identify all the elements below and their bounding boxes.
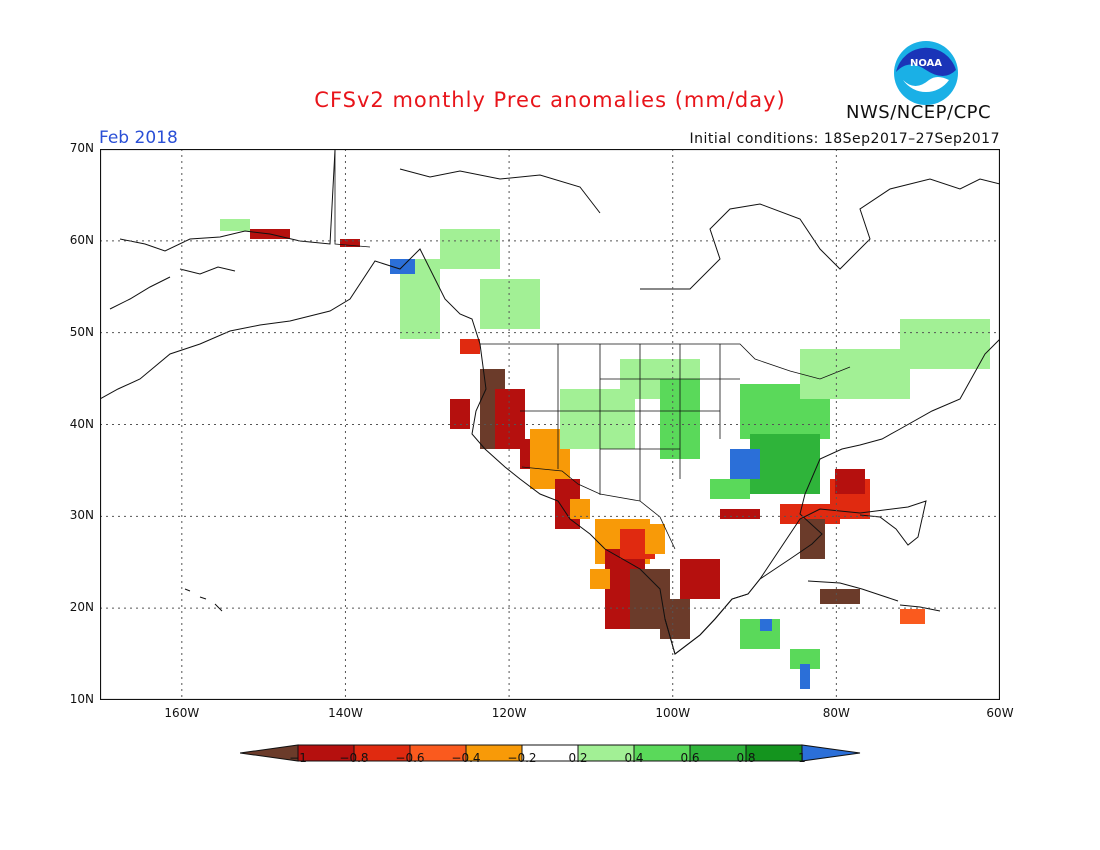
anomaly-cell xyxy=(590,569,610,589)
anomaly-cell xyxy=(800,664,810,689)
legend-label: 0.4 xyxy=(624,751,644,765)
anomaly-cell xyxy=(800,349,910,399)
lon-label: 120W xyxy=(491,706,527,720)
hispaniola xyxy=(899,604,941,612)
lat-label: 50N xyxy=(69,324,94,339)
legend-label: −0.2 xyxy=(507,751,537,765)
anomaly-cell xyxy=(680,559,720,599)
anomaly-cell xyxy=(710,479,750,499)
legend-label: 0.8 xyxy=(736,751,756,765)
legend-label: 1 xyxy=(798,751,806,765)
graticule xyxy=(100,149,1000,700)
lon-label: 80W xyxy=(822,706,850,720)
state-lines xyxy=(520,344,740,501)
anomaly-cell xyxy=(760,619,772,631)
legend-label: −0.8 xyxy=(339,751,369,765)
alaska-coast xyxy=(109,149,336,310)
lon-label: 100W xyxy=(655,706,691,720)
anomaly-cell xyxy=(720,509,760,519)
lat-label: 60N xyxy=(69,232,94,247)
hawaii xyxy=(184,588,223,612)
legend-high-arrow xyxy=(801,744,861,762)
map-frame xyxy=(100,149,1000,700)
legend-label: −0.6 xyxy=(395,751,425,765)
logo-text: NOAA xyxy=(910,58,942,69)
anomaly-cell xyxy=(645,524,665,554)
anomaly-cell xyxy=(450,399,470,429)
anomaly-cell xyxy=(790,649,820,669)
gulf-coast xyxy=(664,500,927,655)
canada-north-coast xyxy=(399,168,1000,290)
forecast-month: Feb 2018 xyxy=(99,128,178,148)
legend-label: −0.4 xyxy=(451,751,481,765)
legend-label: −1 xyxy=(289,751,307,765)
precip-anomaly-map xyxy=(100,149,1000,700)
anomaly-cell xyxy=(750,434,820,494)
lat-label: 10N xyxy=(69,692,94,706)
color-legend xyxy=(240,744,861,762)
lat-label: 70N xyxy=(69,141,94,155)
lon-label: 140W xyxy=(328,706,363,720)
lon-label: 60W xyxy=(986,706,1014,720)
legend-label: 0.6 xyxy=(680,751,700,765)
anomaly-cell xyxy=(460,339,480,354)
anomaly-cell xyxy=(820,589,860,604)
anomaly-cell xyxy=(900,319,990,369)
cuba xyxy=(807,580,899,602)
lat-label: 30N xyxy=(69,508,94,523)
initial-conditions: Initial conditions: 18Sep2017–27Sep2017 xyxy=(689,131,1000,147)
anomaly-cell xyxy=(220,219,250,231)
lon-label: 160W xyxy=(164,706,200,720)
lat-label: 20N xyxy=(69,600,94,615)
anomaly-cell xyxy=(440,229,500,269)
coastlines xyxy=(100,149,1000,655)
anomaly-cell xyxy=(730,449,760,479)
us-canada-border xyxy=(480,343,851,380)
anomaly-cell xyxy=(835,469,865,494)
anomaly-cell xyxy=(900,609,925,624)
borders xyxy=(334,149,851,550)
map-title: CFSv2 monthly Prec anomalies (mm/day) xyxy=(314,88,786,112)
anomaly-cell xyxy=(570,499,590,519)
legend-label: 0.2 xyxy=(568,751,588,765)
alaska-canada-border xyxy=(334,149,371,248)
anomaly-cell xyxy=(340,239,360,247)
anomaly-shading xyxy=(220,219,990,689)
anomaly-cell xyxy=(480,279,540,329)
organization-label: NWS/NCEP/CPC xyxy=(846,102,992,123)
lat-label: 40N xyxy=(69,416,94,431)
noaa-logo: NOAA xyxy=(894,41,958,105)
north-america-coast xyxy=(100,248,1000,655)
